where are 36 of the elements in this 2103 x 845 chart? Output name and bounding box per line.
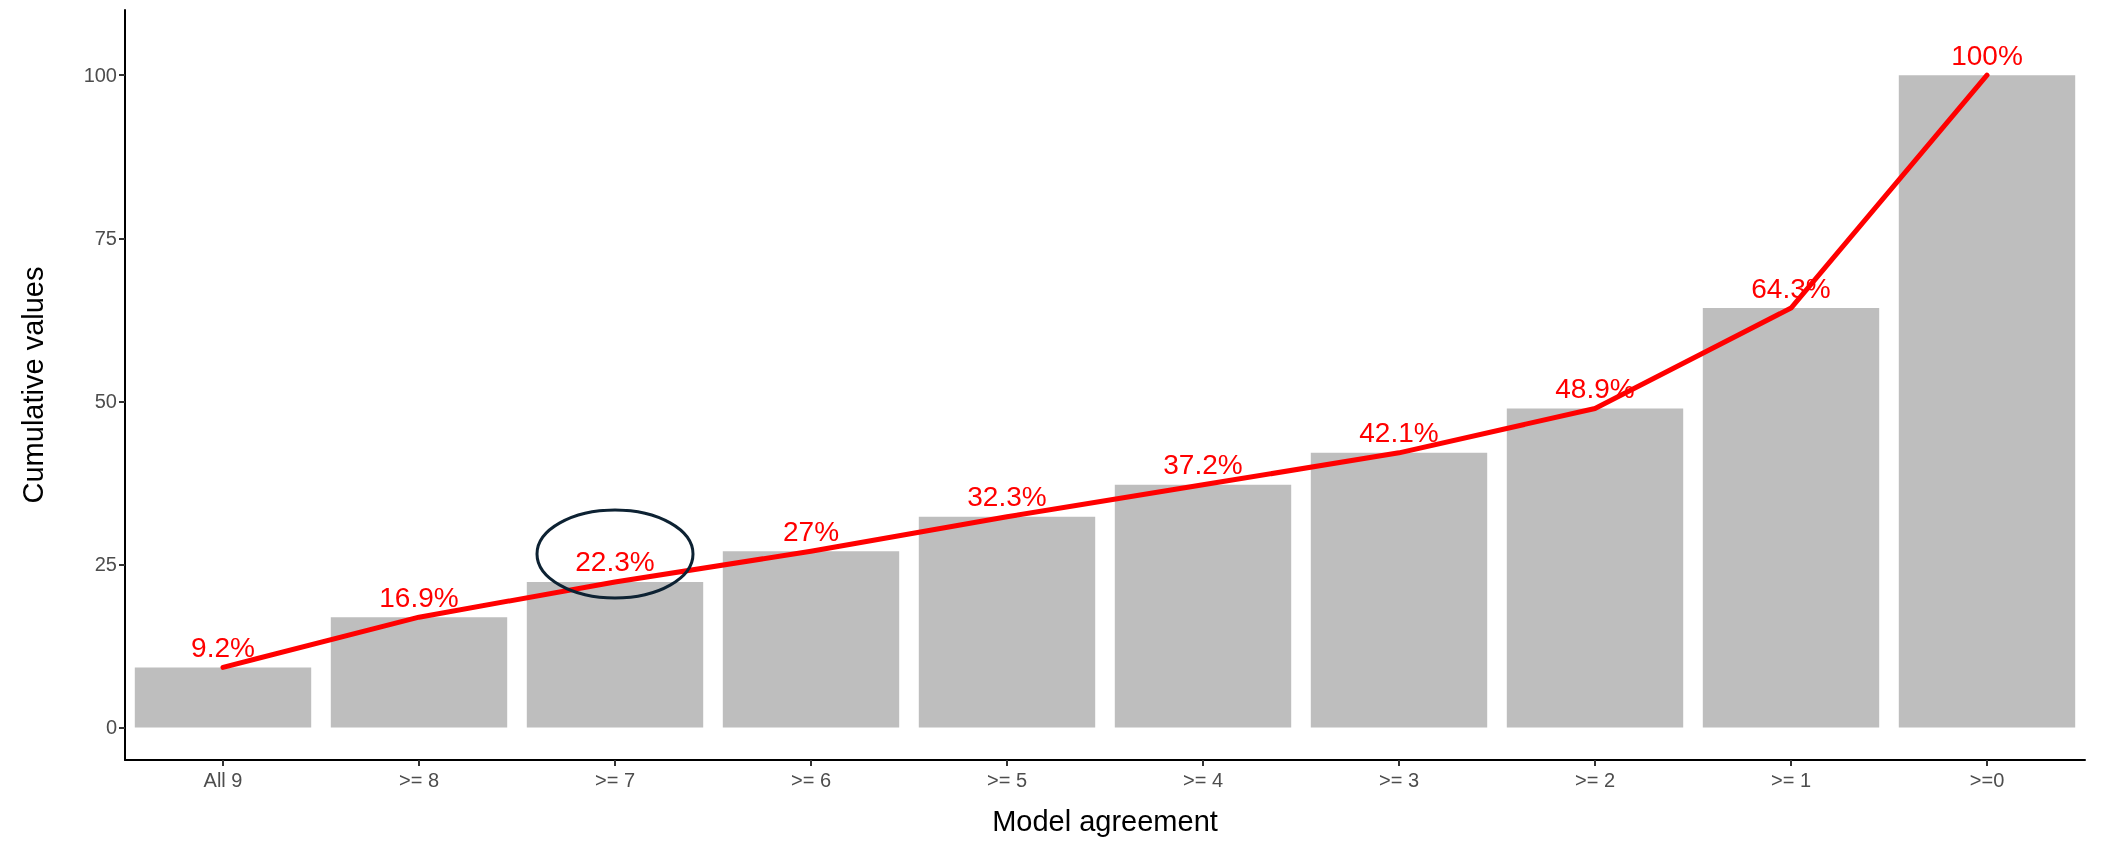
bar	[134, 667, 312, 728]
bar	[1506, 408, 1684, 728]
data-label: 22.3%	[575, 546, 655, 578]
data-label: 48.9%	[1555, 372, 1635, 404]
bar	[1702, 308, 1880, 728]
bar	[1898, 75, 2076, 728]
x-tick-label: >= 3	[1378, 769, 1420, 791]
y-tick-label: 0	[105, 716, 117, 739]
data-label: 32.3%	[967, 481, 1047, 513]
bar	[1114, 484, 1292, 728]
bar	[1310, 452, 1488, 728]
x-tick-label: >= 7	[594, 769, 636, 791]
bar	[330, 617, 508, 728]
x-tick-label: All 9	[203, 769, 243, 791]
bar	[526, 581, 704, 728]
x-tick-label: >=0	[1969, 769, 2005, 791]
bar	[918, 516, 1096, 728]
x-axis-title: Model agreement	[992, 804, 1218, 837]
data-label: 9.2%	[191, 631, 255, 663]
x-tick-label: >= 4	[1182, 769, 1224, 791]
x-tick-label: >= 1	[1770, 769, 1812, 791]
y-tick-label: 100	[83, 64, 117, 87]
y-tick-label: 25	[94, 553, 117, 576]
y-tick-label: 50	[94, 390, 117, 413]
x-tick-label: >= 8	[398, 769, 440, 791]
data-label: 27%	[782, 515, 840, 547]
y-axis-title: Cumulative values	[16, 266, 49, 504]
x-tick-label: >= 5	[986, 769, 1028, 791]
data-label: 16.9%	[379, 581, 459, 613]
x-tick-label: >= 2	[1574, 769, 1616, 791]
data-label: 37.2%	[1163, 449, 1243, 481]
data-label: 100%	[1951, 39, 2023, 71]
x-tick-label: >= 6	[790, 769, 832, 791]
data-label: 42.1%	[1359, 417, 1439, 449]
bar	[722, 551, 900, 728]
y-tick-label: 75	[94, 227, 117, 250]
